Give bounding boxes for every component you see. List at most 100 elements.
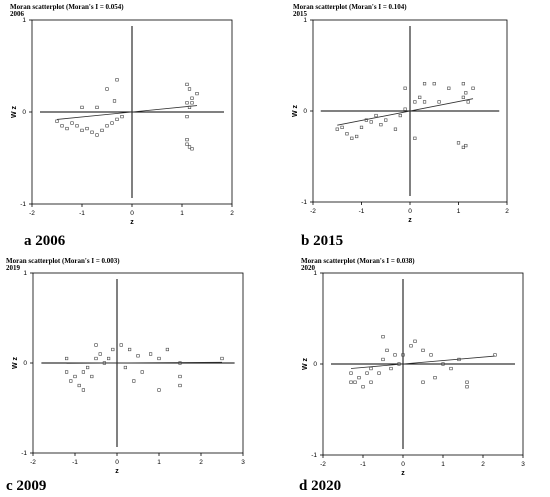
data-point xyxy=(69,379,73,383)
caption-c: c 2009 xyxy=(6,478,47,494)
x-tick-label: 0 xyxy=(408,208,412,215)
data-point xyxy=(65,356,69,361)
data-point xyxy=(115,117,119,121)
data-point xyxy=(353,380,357,384)
data-point xyxy=(385,348,389,352)
data-point xyxy=(447,86,451,90)
data-point xyxy=(377,371,381,375)
x-axis-label: z xyxy=(401,470,405,477)
data-point xyxy=(190,101,194,105)
regression-line xyxy=(337,98,474,126)
x-tick-label: 2 xyxy=(505,208,509,215)
data-point xyxy=(369,120,373,124)
data-point xyxy=(136,354,140,358)
panel-b: Moran scatterplot (Moran's I = 0.104) 20… xyxy=(275,0,550,250)
data-point xyxy=(421,348,425,352)
data-point xyxy=(178,383,182,388)
x-tick-label: 1 xyxy=(157,459,161,466)
data-point xyxy=(364,118,368,122)
data-point xyxy=(98,352,102,356)
y-tick-label: 0 xyxy=(22,109,26,116)
data-point xyxy=(190,147,194,151)
data-point xyxy=(403,86,407,90)
data-point xyxy=(471,86,475,90)
data-point xyxy=(401,353,405,357)
data-point xyxy=(433,376,437,380)
data-point xyxy=(413,100,417,104)
data-point xyxy=(369,366,373,371)
data-point xyxy=(409,344,413,348)
data-point xyxy=(80,105,84,109)
x-axis-label: z xyxy=(115,468,119,475)
data-point xyxy=(190,96,194,100)
data-point xyxy=(421,380,425,384)
data-point xyxy=(185,82,189,86)
x-tick-label: -1 xyxy=(72,459,78,466)
chart-title-c: Moran scatterplot (Moran's I = 0.003) xyxy=(6,257,120,265)
data-point xyxy=(349,371,353,375)
data-point xyxy=(461,82,465,86)
data-point xyxy=(111,347,115,352)
data-point xyxy=(379,123,383,127)
data-point xyxy=(355,134,359,139)
y-axis-label: W z xyxy=(292,104,299,117)
data-point xyxy=(349,380,353,384)
regression-line xyxy=(350,355,496,369)
panel-d: Moran scatterplot (Moran's I = 0.038) 20… xyxy=(275,250,550,497)
data-point xyxy=(81,370,85,374)
data-point xyxy=(418,95,422,99)
data-point xyxy=(187,145,192,149)
y-tick-label: -1 xyxy=(21,450,27,457)
data-point xyxy=(77,383,81,388)
data-point xyxy=(437,100,441,104)
data-point xyxy=(350,136,354,140)
data-point xyxy=(441,362,445,366)
data-point xyxy=(110,121,114,125)
y-axis-label: W z xyxy=(11,105,18,118)
x-tick-label: -1 xyxy=(360,461,366,468)
data-point xyxy=(90,374,94,379)
panel-a: Moran scatterplot (Moran's I = 0.054) 20… xyxy=(0,0,275,250)
data-point xyxy=(461,145,465,150)
data-point xyxy=(185,115,189,119)
y-axis-label: W z xyxy=(12,356,19,369)
data-point xyxy=(149,352,153,356)
x-tick-label: 3 xyxy=(521,461,525,468)
data-point xyxy=(361,385,365,389)
data-point xyxy=(95,105,99,109)
data-point xyxy=(365,371,369,375)
data-point xyxy=(157,388,161,392)
chart-subtitle-a: 2006 xyxy=(10,10,24,18)
data-point xyxy=(357,376,361,380)
data-point xyxy=(185,138,189,142)
data-point xyxy=(112,99,117,103)
y-axis-label: W z xyxy=(302,357,309,370)
x-tick-label: -2 xyxy=(310,208,316,215)
y-tick-label: -1 xyxy=(311,452,317,459)
panel-c: Moran scatterplot (Moran's I = 0.003) 20… xyxy=(0,250,275,497)
data-point xyxy=(389,366,393,371)
y-tick-label: 0 xyxy=(313,361,317,368)
chart-title-d: Moran scatterplot (Moran's I = 0.038) xyxy=(301,257,415,265)
data-point xyxy=(340,125,344,129)
regression-line xyxy=(56,105,198,120)
data-point xyxy=(107,356,111,361)
data-point xyxy=(100,128,104,133)
data-point xyxy=(187,87,192,91)
data-point xyxy=(178,361,182,365)
data-point xyxy=(465,380,469,384)
chart-subtitle-c: 2019 xyxy=(6,264,20,272)
data-point xyxy=(65,126,69,131)
x-tick-label: 1 xyxy=(457,208,461,215)
data-point xyxy=(465,385,469,389)
data-point xyxy=(157,356,161,361)
data-point xyxy=(81,388,85,392)
data-point xyxy=(195,92,199,96)
data-point xyxy=(432,82,436,86)
y-tick-label: 0 xyxy=(23,360,27,367)
x-tick-label: 3 xyxy=(241,459,245,466)
